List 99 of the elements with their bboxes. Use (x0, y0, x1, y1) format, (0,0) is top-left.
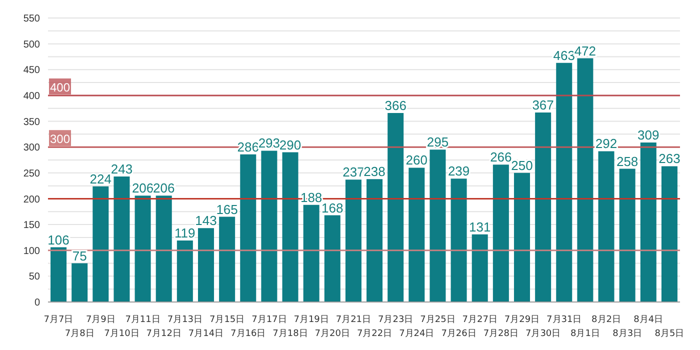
x-tick-label: 7月13日 (167, 315, 203, 325)
x-tick-label: 7月26日 (441, 329, 476, 339)
data-label: 366 (384, 98, 406, 114)
data-label: 143 (195, 213, 217, 228)
y-tick-label: 350 (23, 116, 40, 128)
bar (240, 154, 256, 302)
bar (556, 62, 572, 302)
ref-line-label: 400 (50, 80, 70, 94)
bar (303, 204, 320, 302)
x-tick-label: 7月18日 (272, 329, 308, 339)
x-tick-label: 7月25日 (420, 315, 456, 325)
data-label: 243 (110, 162, 133, 177)
x-tick-label: 7月30日 (525, 329, 561, 339)
x-tick-label: 7月7日 (44, 315, 74, 325)
data-label: 472 (574, 43, 596, 58)
bar (219, 216, 236, 302)
bar (345, 180, 362, 302)
x-tick-label: 7月28日 (483, 329, 519, 339)
x-tick-label: 7月11日 (125, 315, 160, 325)
data-label: 131 (469, 219, 491, 234)
y-tick-label: 550 (23, 14, 40, 25)
bar (72, 263, 88, 302)
x-tick-label: 7月9日 (86, 315, 116, 325)
y-tick-label: 250 (23, 168, 40, 180)
x-tick-label: 8月5日 (654, 329, 684, 339)
bar (492, 164, 509, 302)
bar (619, 168, 636, 302)
data-label: 206 (153, 180, 175, 196)
bar (430, 150, 446, 302)
y-tick-label: 500 (23, 39, 40, 50)
bar (472, 234, 488, 302)
x-tick-label: 7月29日 (504, 315, 540, 325)
data-label: 263 (658, 151, 680, 166)
x-tick-label: 7月27日 (462, 315, 498, 325)
data-label: 367 (532, 97, 554, 112)
data-label: 238 (364, 164, 386, 180)
x-tick-label: 8月1日 (570, 329, 600, 339)
data-label: 266 (490, 150, 512, 165)
bar (661, 166, 678, 302)
x-tick-label: 7月8日 (64, 329, 94, 339)
bar (198, 228, 214, 302)
x-tick-label: 8月2日 (592, 315, 621, 325)
y-tick-label: 150 (23, 220, 40, 232)
data-label: 295 (426, 134, 449, 150)
x-tick-label: 7月24日 (399, 329, 434, 339)
bar (598, 151, 614, 302)
bar (514, 172, 530, 302)
y-tick-label: 450 (23, 65, 40, 76)
bar (577, 58, 594, 302)
x-tick-label: 7月23日 (378, 315, 414, 325)
bar (408, 168, 425, 302)
data-label: 309 (638, 127, 660, 142)
bar (156, 196, 172, 302)
data-label: 237 (342, 164, 364, 180)
data-label: 463 (553, 48, 575, 63)
x-tick-label: 7月16日 (230, 329, 266, 339)
x-tick-label: 8月3日 (612, 329, 642, 339)
x-tick-label: 7月31日 (546, 315, 582, 325)
bar (134, 196, 151, 302)
data-label: 250 (511, 158, 533, 173)
ref-line-label: 300 (50, 132, 70, 146)
x-tick-label: 7月17日 (252, 315, 287, 325)
bar (450, 178, 467, 302)
y-tick-label: 300 (23, 142, 40, 154)
data-label: 260 (406, 152, 428, 168)
y-tick-label: 200 (23, 194, 40, 206)
data-label: 206 (132, 180, 154, 196)
bar (535, 112, 552, 302)
data-label: 258 (616, 154, 638, 169)
data-label: 119 (174, 226, 196, 241)
data-label: 224 (90, 171, 112, 186)
data-label: 75 (72, 248, 87, 264)
bar (282, 152, 298, 302)
bar (324, 215, 340, 302)
bar (388, 113, 404, 302)
x-tick-label: 7月15日 (209, 315, 245, 325)
x-tick-label: 7月22日 (356, 329, 392, 339)
data-label: 165 (216, 202, 238, 217)
bar (114, 176, 130, 302)
bar (640, 142, 656, 302)
data-label: 239 (448, 164, 470, 179)
y-tick-label: 50 (28, 272, 40, 283)
y-tick-label: 0 (34, 298, 40, 309)
x-tick-label: 7月10日 (104, 329, 140, 339)
bar (176, 240, 193, 302)
bar (261, 150, 278, 302)
x-tick-label: 7月19日 (294, 315, 329, 325)
y-tick-label: 100 (23, 246, 40, 257)
data-label: 106 (48, 232, 70, 248)
bar (50, 247, 67, 302)
x-tick-label: 7月12日 (146, 329, 182, 339)
data-label: 168 (322, 200, 344, 216)
y-tick-label: 400 (23, 91, 40, 102)
x-tick-label: 7月20日 (314, 329, 350, 339)
x-tick-label: 8月4日 (634, 315, 664, 325)
bar (92, 186, 109, 302)
bar (366, 179, 383, 302)
x-tick-label: 7月21日 (336, 315, 372, 325)
x-tick-label: 7月14日 (188, 329, 224, 339)
